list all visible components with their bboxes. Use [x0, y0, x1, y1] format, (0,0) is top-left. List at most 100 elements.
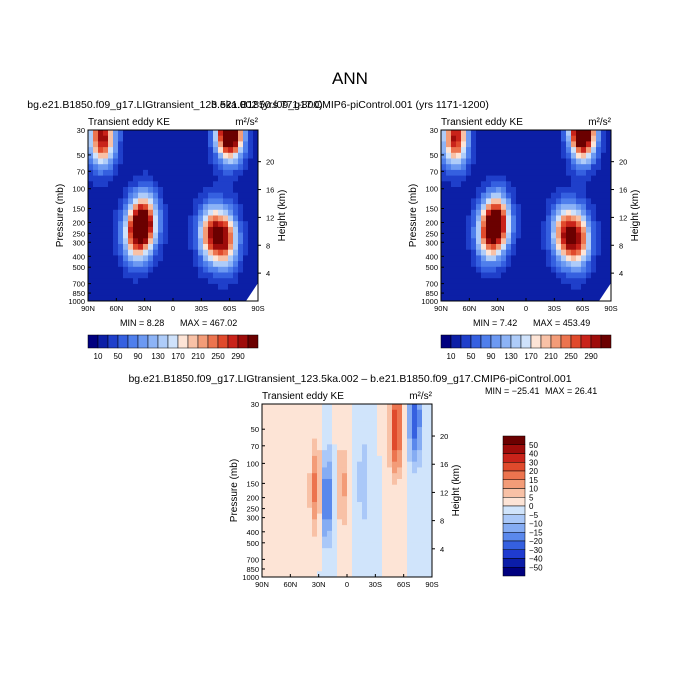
heatmap-cell: [427, 530, 433, 538]
heatmap-cell: [178, 226, 184, 233]
heatmap-cell: [223, 209, 229, 216]
heatmap-cell: [576, 209, 582, 216]
heatmap-cell: [128, 135, 134, 142]
heatmap-cell: [511, 244, 517, 251]
colorbar-label: 130: [151, 352, 165, 361]
heatmap-cell: [322, 450, 328, 457]
heatmap-cell: [163, 221, 169, 228]
heatmap-cell: [332, 559, 338, 566]
heatmap-cell: [466, 289, 472, 296]
heatmap-cell: [372, 565, 378, 572]
heatmap-cell: [208, 204, 214, 211]
heatmap-cell: [372, 519, 378, 526]
heatmap-cell: [292, 571, 298, 578]
heatmap-cell: [262, 409, 268, 416]
heatmap-cell: [337, 548, 343, 555]
heatmap-cell: [486, 181, 492, 188]
heatmap-cell: [173, 244, 179, 251]
heatmap-cell: [417, 421, 423, 428]
heatmap-cell: [591, 158, 597, 165]
heatmap-cell: [461, 192, 467, 199]
heatmap-cell: [342, 421, 348, 428]
heatmap-cell: [158, 244, 164, 251]
heatmap-cell: [591, 204, 597, 211]
heatmap-cell: [417, 404, 423, 411]
colorbar-label: −30: [529, 546, 543, 555]
heatmap-cell: [188, 266, 194, 273]
heatmap-cell: [327, 548, 333, 555]
heatmap-cell: [98, 141, 104, 148]
heatmap-cell: [536, 147, 542, 154]
heatmap-cell: [133, 266, 139, 273]
colorbar-swatch: [502, 567, 526, 577]
heatmap-cell: [287, 507, 293, 514]
heatmap-cell: [571, 232, 577, 239]
colorbar-swatch: [580, 334, 592, 349]
heatmap-cell: [591, 215, 597, 222]
heatmap-cell: [461, 238, 467, 245]
heatmap-cell: [297, 507, 303, 514]
heatmap-cell: [193, 289, 199, 296]
heatmap-cell: [193, 255, 199, 262]
heatmap-cell: [501, 283, 507, 290]
heatmap-cell: [163, 192, 169, 199]
heatmap-cell: [307, 478, 313, 486]
heatmap-cell: [402, 444, 408, 451]
heatmap-cell: [412, 513, 418, 520]
heatmap-cell: [143, 147, 149, 154]
heatmap-cell: [218, 226, 224, 233]
heatmap-cell: [601, 232, 607, 239]
heatmap-cell: [417, 559, 423, 566]
heatmap-cell: [412, 536, 418, 543]
heatmap-cell: [566, 221, 572, 228]
heatmap-cell: [277, 525, 283, 532]
heatmap-cell: [536, 272, 542, 279]
heatmap-cell: [556, 147, 562, 154]
heatmap-cell: [382, 530, 388, 538]
heatmap-cell: [531, 158, 537, 165]
heatmap-cell: [248, 272, 254, 279]
heatmap-cell: [586, 187, 592, 194]
heatmap-cell: [208, 272, 214, 279]
heatmap-cell: [427, 484, 433, 491]
colorbar-swatch: [502, 470, 526, 480]
heatmap-cell: [183, 226, 189, 233]
heatmap-cell: [461, 169, 467, 176]
heatmap-cell: [476, 266, 482, 273]
heatmap-cell: [262, 427, 268, 434]
heatmap-cell: [586, 249, 592, 256]
heatmap-cell: [287, 530, 293, 538]
heatmap-cell: [456, 289, 462, 296]
heatmap-cell: [596, 152, 602, 159]
heatmap-cell: [357, 519, 363, 526]
heatmap-cell: [546, 249, 552, 256]
heatmap-cell: [307, 496, 313, 503]
heatmap-cell: [302, 484, 308, 491]
heatmap-cell: [382, 548, 388, 555]
heatmap-cell: [143, 249, 149, 256]
heatmap-cell: [352, 502, 358, 509]
heatmap-cell: [601, 249, 607, 256]
panel-title: bg.e21.B1850.f09_g17.LIGtransient_123.5k…: [27, 99, 322, 111]
heatmap-cell: [183, 221, 189, 228]
heatmap-cell: [526, 266, 532, 273]
heatmap-cell: [118, 238, 124, 245]
heatmap-cell: [397, 571, 403, 578]
heatmap-cell: [223, 204, 229, 211]
heatmap-cell: [297, 559, 303, 566]
heatmap-cell: [128, 272, 134, 279]
colorbar-swatch: [502, 514, 526, 524]
heatmap-cell: [382, 553, 388, 561]
heatmap-cell: [402, 513, 408, 520]
heatmap-cell: [133, 249, 139, 256]
heatmap-cell: [372, 490, 378, 497]
heatmap-cell: [501, 266, 507, 273]
heatmap-cell: [168, 238, 174, 245]
heatmap-cell: [451, 135, 457, 142]
heatmap-cell: [113, 181, 119, 188]
heatmap-cell: [511, 295, 517, 302]
heatmap-cell: [422, 525, 428, 532]
heatmap-cell: [208, 164, 214, 171]
heatmap-cell: [138, 164, 144, 171]
heatmap-cell: [297, 427, 303, 434]
